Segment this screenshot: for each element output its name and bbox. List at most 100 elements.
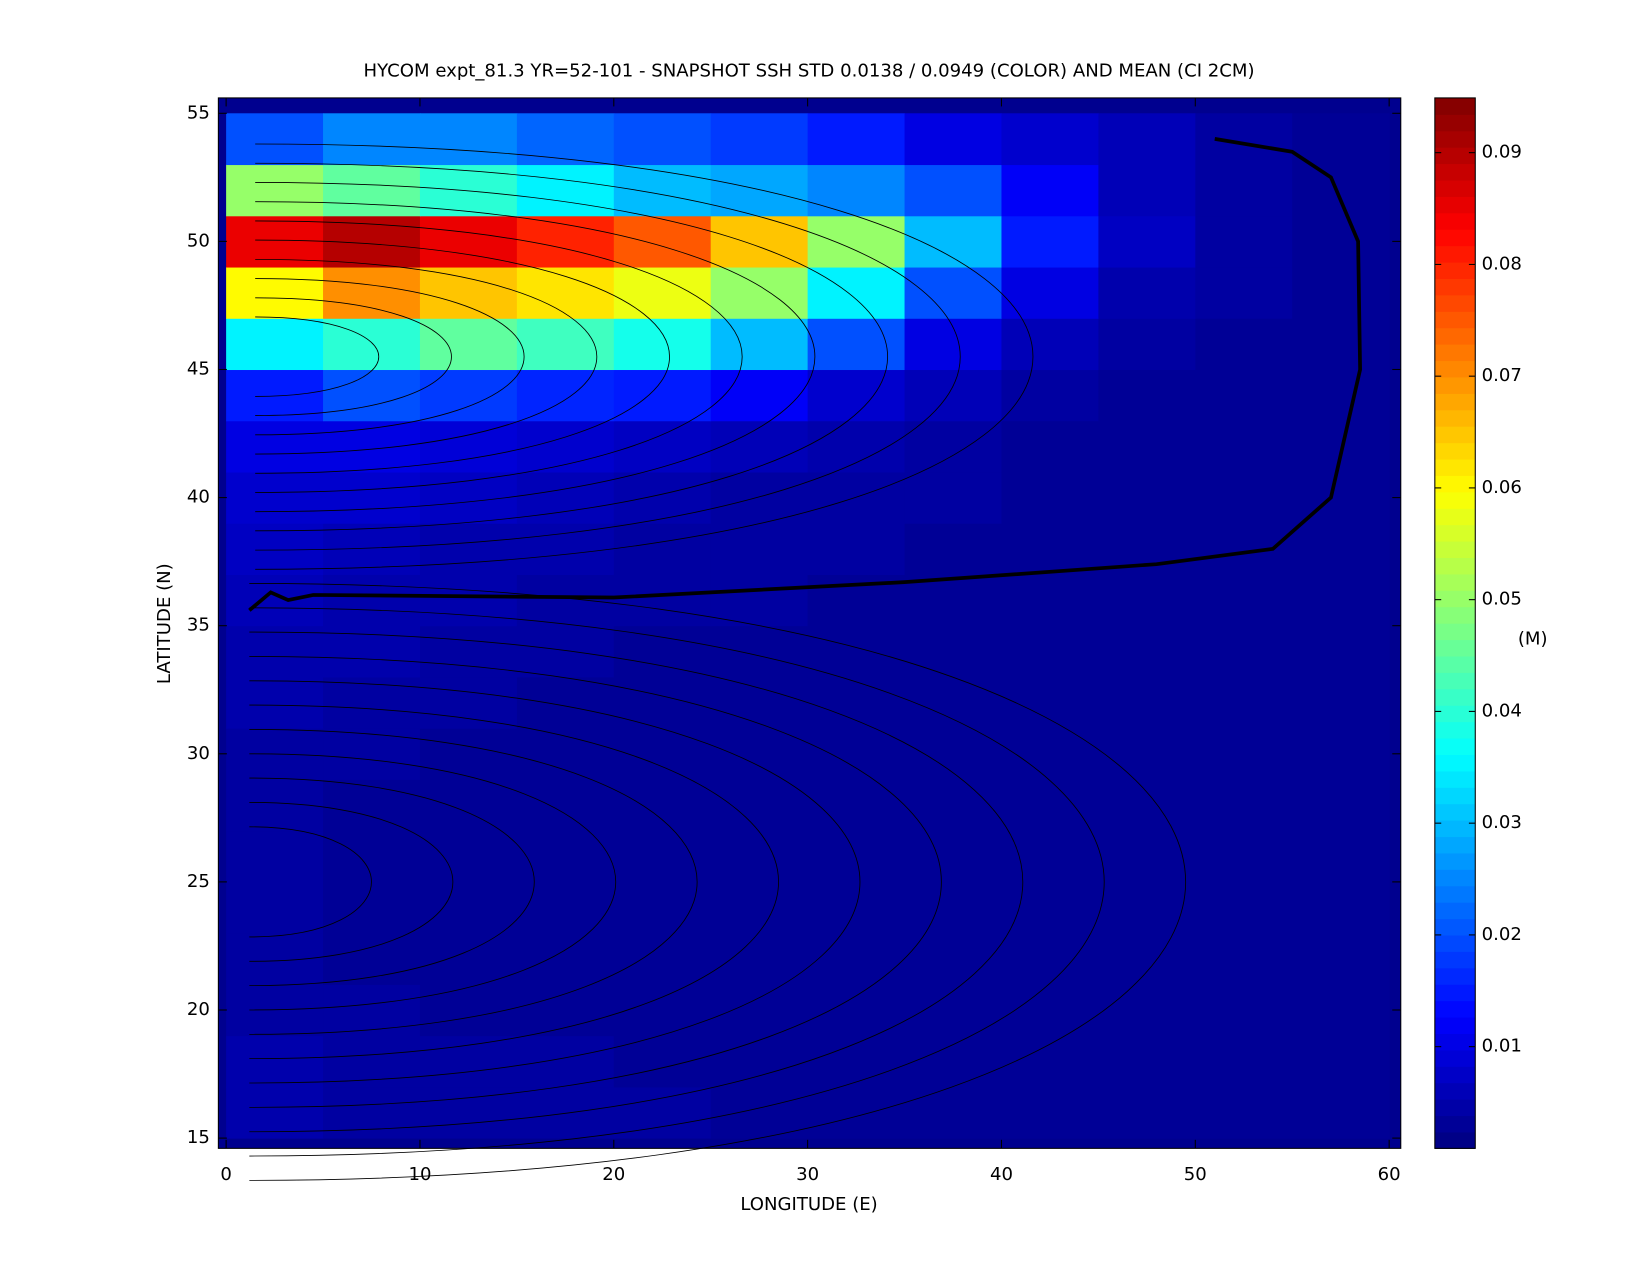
contour-line — [249, 631, 1023, 1133]
heat-cell — [904, 318, 1002, 371]
heat-cell — [419, 574, 518, 627]
heat-cell — [904, 523, 1002, 575]
heat-cell — [419, 728, 518, 780]
x-axis-label: LONGITUDE (E) — [740, 1194, 877, 1215]
heat-cell — [904, 933, 1002, 985]
heat-cell — [323, 420, 421, 473]
contour-line — [255, 220, 743, 493]
colorbar-step — [1434, 360, 1476, 378]
heat-cell — [613, 779, 712, 832]
heat-cell — [226, 267, 324, 319]
heat-cell — [1001, 625, 1099, 678]
heat-cell — [1292, 830, 1390, 883]
heat-cell — [1001, 318, 1099, 371]
heat-cell — [1195, 625, 1293, 678]
colorbar-step — [1434, 97, 1476, 115]
heat-cell — [1001, 1086, 1099, 1139]
heat-cell — [904, 676, 1002, 729]
colorbar-tick-label: 0.03 — [1482, 812, 1522, 833]
heat-cell — [1195, 523, 1293, 575]
heat-cell — [613, 625, 712, 678]
heat-cell — [807, 830, 906, 883]
x-tick-label: 60 — [1378, 1164, 1401, 1185]
colorbar-step — [1434, 754, 1476, 772]
heat-cell — [904, 1086, 1002, 1139]
colorbar-step — [1434, 245, 1476, 263]
colorbar-step — [1434, 918, 1476, 936]
heat-cell — [516, 574, 615, 627]
heat-cell — [1098, 113, 1196, 166]
contour-line — [249, 704, 779, 1060]
heat-cell — [419, 267, 518, 319]
x-tick-label: 50 — [1184, 1164, 1207, 1185]
colorbar-step — [1434, 262, 1476, 279]
heat-cell — [613, 471, 712, 524]
contour-line — [255, 143, 1034, 570]
heat-cell — [419, 625, 518, 678]
heat-cell — [904, 881, 1002, 934]
heat-cell — [516, 369, 615, 422]
heat-cell — [1195, 830, 1293, 883]
heat-cell — [1195, 164, 1293, 217]
heat-cell — [613, 1086, 712, 1139]
heat-cell — [1001, 164, 1099, 217]
colorbar-step — [1434, 951, 1476, 969]
colorbar-step — [1434, 278, 1476, 296]
colorbar-step — [1434, 524, 1476, 542]
x-tick-label: 40 — [990, 1164, 1013, 1185]
colorbar-step — [1434, 803, 1476, 821]
heat-cell — [1195, 728, 1293, 780]
heat-cell — [1292, 1086, 1390, 1139]
heat-cell — [904, 267, 1002, 319]
colorbar-step — [1434, 459, 1476, 476]
heat-cell — [904, 420, 1002, 473]
colorbar-step — [1434, 623, 1476, 641]
colorbar-step — [1434, 212, 1476, 230]
colorbar-step — [1434, 344, 1476, 362]
heat-cell — [226, 113, 324, 166]
heat-cell — [710, 779, 809, 832]
colorbar-step — [1434, 311, 1476, 329]
heat-cell — [1001, 369, 1099, 422]
heat-cell — [807, 779, 906, 832]
colorbar-tick-label: 0.07 — [1482, 365, 1522, 386]
heat-cell — [710, 1035, 809, 1088]
heat-cell — [226, 625, 324, 678]
y-tick-label: 15 — [187, 1127, 210, 1148]
heat-cell — [323, 369, 421, 422]
colorbar-step — [1434, 426, 1476, 444]
heat-cell — [710, 625, 809, 678]
heat-cell — [1195, 267, 1293, 319]
heat-cell — [1292, 164, 1390, 217]
heat-cell — [710, 318, 809, 371]
heat-cell — [1001, 933, 1099, 985]
heat-cell — [419, 420, 518, 473]
heat-cell — [516, 267, 615, 319]
colorbar-tick-label: 0.09 — [1482, 142, 1522, 163]
heat-cell — [710, 164, 809, 217]
heat-cell — [1195, 984, 1293, 1037]
heat-cell — [904, 1035, 1002, 1088]
heat-cell — [613, 574, 712, 627]
colorbar-step — [1434, 902, 1476, 920]
heat-cell — [904, 113, 1002, 166]
colorbar-tick-label: 0.06 — [1482, 477, 1522, 498]
heat-cell — [807, 984, 906, 1037]
contour-line — [255, 239, 670, 474]
heat-cell — [516, 625, 615, 678]
heat-cell — [904, 779, 1002, 832]
heat-cell — [710, 881, 809, 934]
heat-cell — [1001, 215, 1099, 268]
contour-line — [255, 258, 598, 455]
heat-cell — [807, 1035, 906, 1088]
heat-cell — [710, 574, 809, 627]
colorbar-step — [1434, 820, 1476, 838]
heat-cell — [807, 625, 906, 678]
heat-cell — [323, 728, 421, 780]
heat-cell — [1195, 1086, 1293, 1139]
heat-cell — [613, 728, 712, 780]
colorbar-step — [1434, 590, 1476, 608]
heat-cell — [1292, 933, 1390, 985]
heat-cell — [1001, 523, 1099, 575]
heat-cell — [613, 676, 712, 729]
